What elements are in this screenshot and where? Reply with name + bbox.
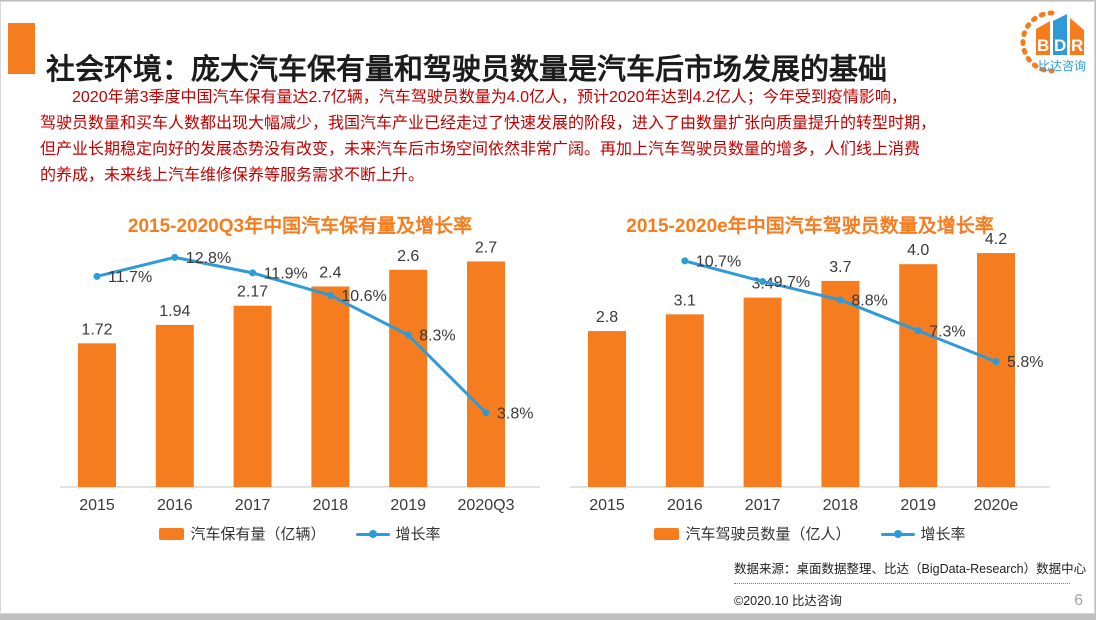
intro-line: 驾驶员数量和买车人数都出现大幅减少，我国汽车产业已经走过了快速发展的阶段，进入了… <box>40 115 937 132</box>
page-title: 社会环境：庞大汽车保有量和驾驶员数量是汽车后市场发展的基础 <box>46 54 888 87</box>
line-point <box>171 253 179 261</box>
bar <box>467 261 505 487</box>
line-point <box>836 296 844 304</box>
legend-item-bar: 汽车保有量（亿辆） <box>159 523 326 544</box>
bar <box>588 331 626 487</box>
legend-label: 增长率 <box>395 526 441 543</box>
drivers-chart-legend: 汽车驾驶员数量（亿人） 增长率 <box>568 523 1052 544</box>
bar <box>233 305 272 487</box>
bar <box>665 314 704 487</box>
bar-value-label: 2.6 <box>397 248 419 265</box>
bar-value-label: 2.17 <box>237 284 268 301</box>
line-point <box>93 272 101 280</box>
legend-item-line: 增长率 <box>880 523 966 544</box>
line-point-label: 8.8% <box>851 292 887 309</box>
bar <box>899 264 938 487</box>
line-point-label: 5.8% <box>1007 354 1043 371</box>
category-label: 2019 <box>900 497 936 514</box>
legend-label: 汽车保有量（亿辆） <box>190 526 326 543</box>
category-label: 2016 <box>667 497 703 514</box>
bdr-flag-left-icon <box>1036 21 1050 55</box>
category-label: 2017 <box>235 497 271 514</box>
bar-value-label: 4.0 <box>907 242 929 259</box>
ownership-chart-legend: 汽车保有量（亿辆） 增长率 <box>58 523 542 544</box>
ownership-chart-title: 2015-2020Q3年中国汽车保有量及增长率 <box>127 215 473 237</box>
category-label: 2019 <box>390 497 426 514</box>
legend-bar-swatch-icon <box>654 527 680 540</box>
line-point <box>326 291 334 299</box>
legend-label: 汽车驾驶员数量（亿人） <box>685 526 851 543</box>
logo-letter-b: B <box>1037 36 1049 55</box>
footer-divider <box>734 583 1070 584</box>
category-label: 2015 <box>79 497 115 514</box>
line-point <box>404 331 412 339</box>
category-label: 2016 <box>157 497 193 514</box>
bar-value-label: 3.7 <box>829 259 851 276</box>
logo-subtitle: 比达咨询 <box>1038 58 1086 73</box>
bar-value-label: 4.2 <box>985 231 1007 248</box>
bdr-dotted-arc-icon <box>1020 10 1055 74</box>
legend-item-bar: 汽车驾驶员数量（亿人） <box>654 523 851 544</box>
copyright-note: ©2020.10 比达咨询 <box>734 594 842 608</box>
bar <box>821 280 860 487</box>
intro-line: 的养成，未来线上汽车维修保养等服务需求不断上升。 <box>40 167 425 184</box>
bdr-logo-icon: B D R 比达咨询 <box>1020 10 1086 74</box>
bar <box>389 269 428 487</box>
bar <box>977 253 1015 487</box>
data-source-note: 数据来源：桌面数据整理、比达（BigData-Research）数据中心 <box>734 562 1087 576</box>
bar <box>743 297 782 487</box>
line-point <box>914 327 922 335</box>
category-label: 2018 <box>313 497 349 514</box>
intro-line: 但产业长期稳定向好的发展态势没有改变，未来汽车后市场空间依然非常广阔。再加上汽车… <box>40 141 921 158</box>
bar-value-label: 2.8 <box>596 309 618 326</box>
category-label: 2018 <box>823 497 859 514</box>
line-point <box>249 269 257 277</box>
line-point-label: 9.7% <box>774 274 810 291</box>
drivers-chart-canvas: 2.820153.120163.420173.720184.020194.220… <box>570 231 1050 514</box>
bar-value-label: 2.7 <box>475 239 497 256</box>
bar <box>78 343 116 487</box>
ownership-chart-canvas: 1.72 2015 1.94 2016 2.17 2017 2.4 2018 2.6 2019 2.… <box>60 239 540 514</box>
logo-letter-d: D <box>1054 36 1066 55</box>
line-point-label: 10.6% <box>341 288 386 305</box>
line-point <box>482 409 490 417</box>
legend-bar-swatch-icon <box>159 527 185 540</box>
page-number: 6 <box>1074 592 1083 609</box>
brand-logo: B D R 比达咨询 <box>1006 8 1090 82</box>
category-label: 2020e <box>974 497 1019 514</box>
category-label: 2017 <box>745 497 781 514</box>
category-label: 2020Q3 <box>458 497 515 514</box>
line-point-label: 11.7% <box>108 269 152 286</box>
legend-label: 增长率 <box>920 526 966 543</box>
bdr-flag-middle-icon <box>1053 14 1067 55</box>
line-point-label: 8.3% <box>419 328 455 345</box>
line-point-label: 10.7% <box>696 253 741 270</box>
growth-line <box>96 255 488 414</box>
bar <box>155 324 194 487</box>
bar <box>311 286 350 487</box>
line-point-label: 7.3% <box>929 323 965 340</box>
line-point <box>681 257 689 265</box>
category-label: 2015 <box>589 497 625 514</box>
logo-letter-r: R <box>1071 36 1083 55</box>
line-point-label: 11.9% <box>264 265 308 282</box>
title-accent-square <box>8 23 35 74</box>
bar-value-label: 3.1 <box>674 292 696 309</box>
line-point-label: 3.8% <box>497 405 533 422</box>
intro-line: 2020年第3季度中国汽车保有量达2.7亿辆，汽车驾驶员数量为4.0亿人，预计2… <box>72 89 907 106</box>
bar-value-label: 1.94 <box>159 303 190 320</box>
intro-paragraph: 2020年第3季度中国汽车保有量达2.7亿辆，汽车驾驶员数量为4.0亿人，预计2… <box>40 85 1062 189</box>
line-point <box>992 358 1000 366</box>
legend-line-swatch-icon <box>355 528 390 540</box>
line-point-label: 12.8% <box>186 250 231 267</box>
drivers-chart-title: 2015-2020e年中国汽车驾驶员数量及增长率 <box>626 215 994 237</box>
bar-value-label: 1.72 <box>81 321 112 338</box>
legend-item-line: 增长率 <box>355 523 441 544</box>
line-point <box>759 277 767 285</box>
bdr-flag-right-icon <box>1070 18 1084 55</box>
legend-line-swatch-icon <box>880 528 915 540</box>
bar-value-label: 2.4 <box>319 264 341 281</box>
